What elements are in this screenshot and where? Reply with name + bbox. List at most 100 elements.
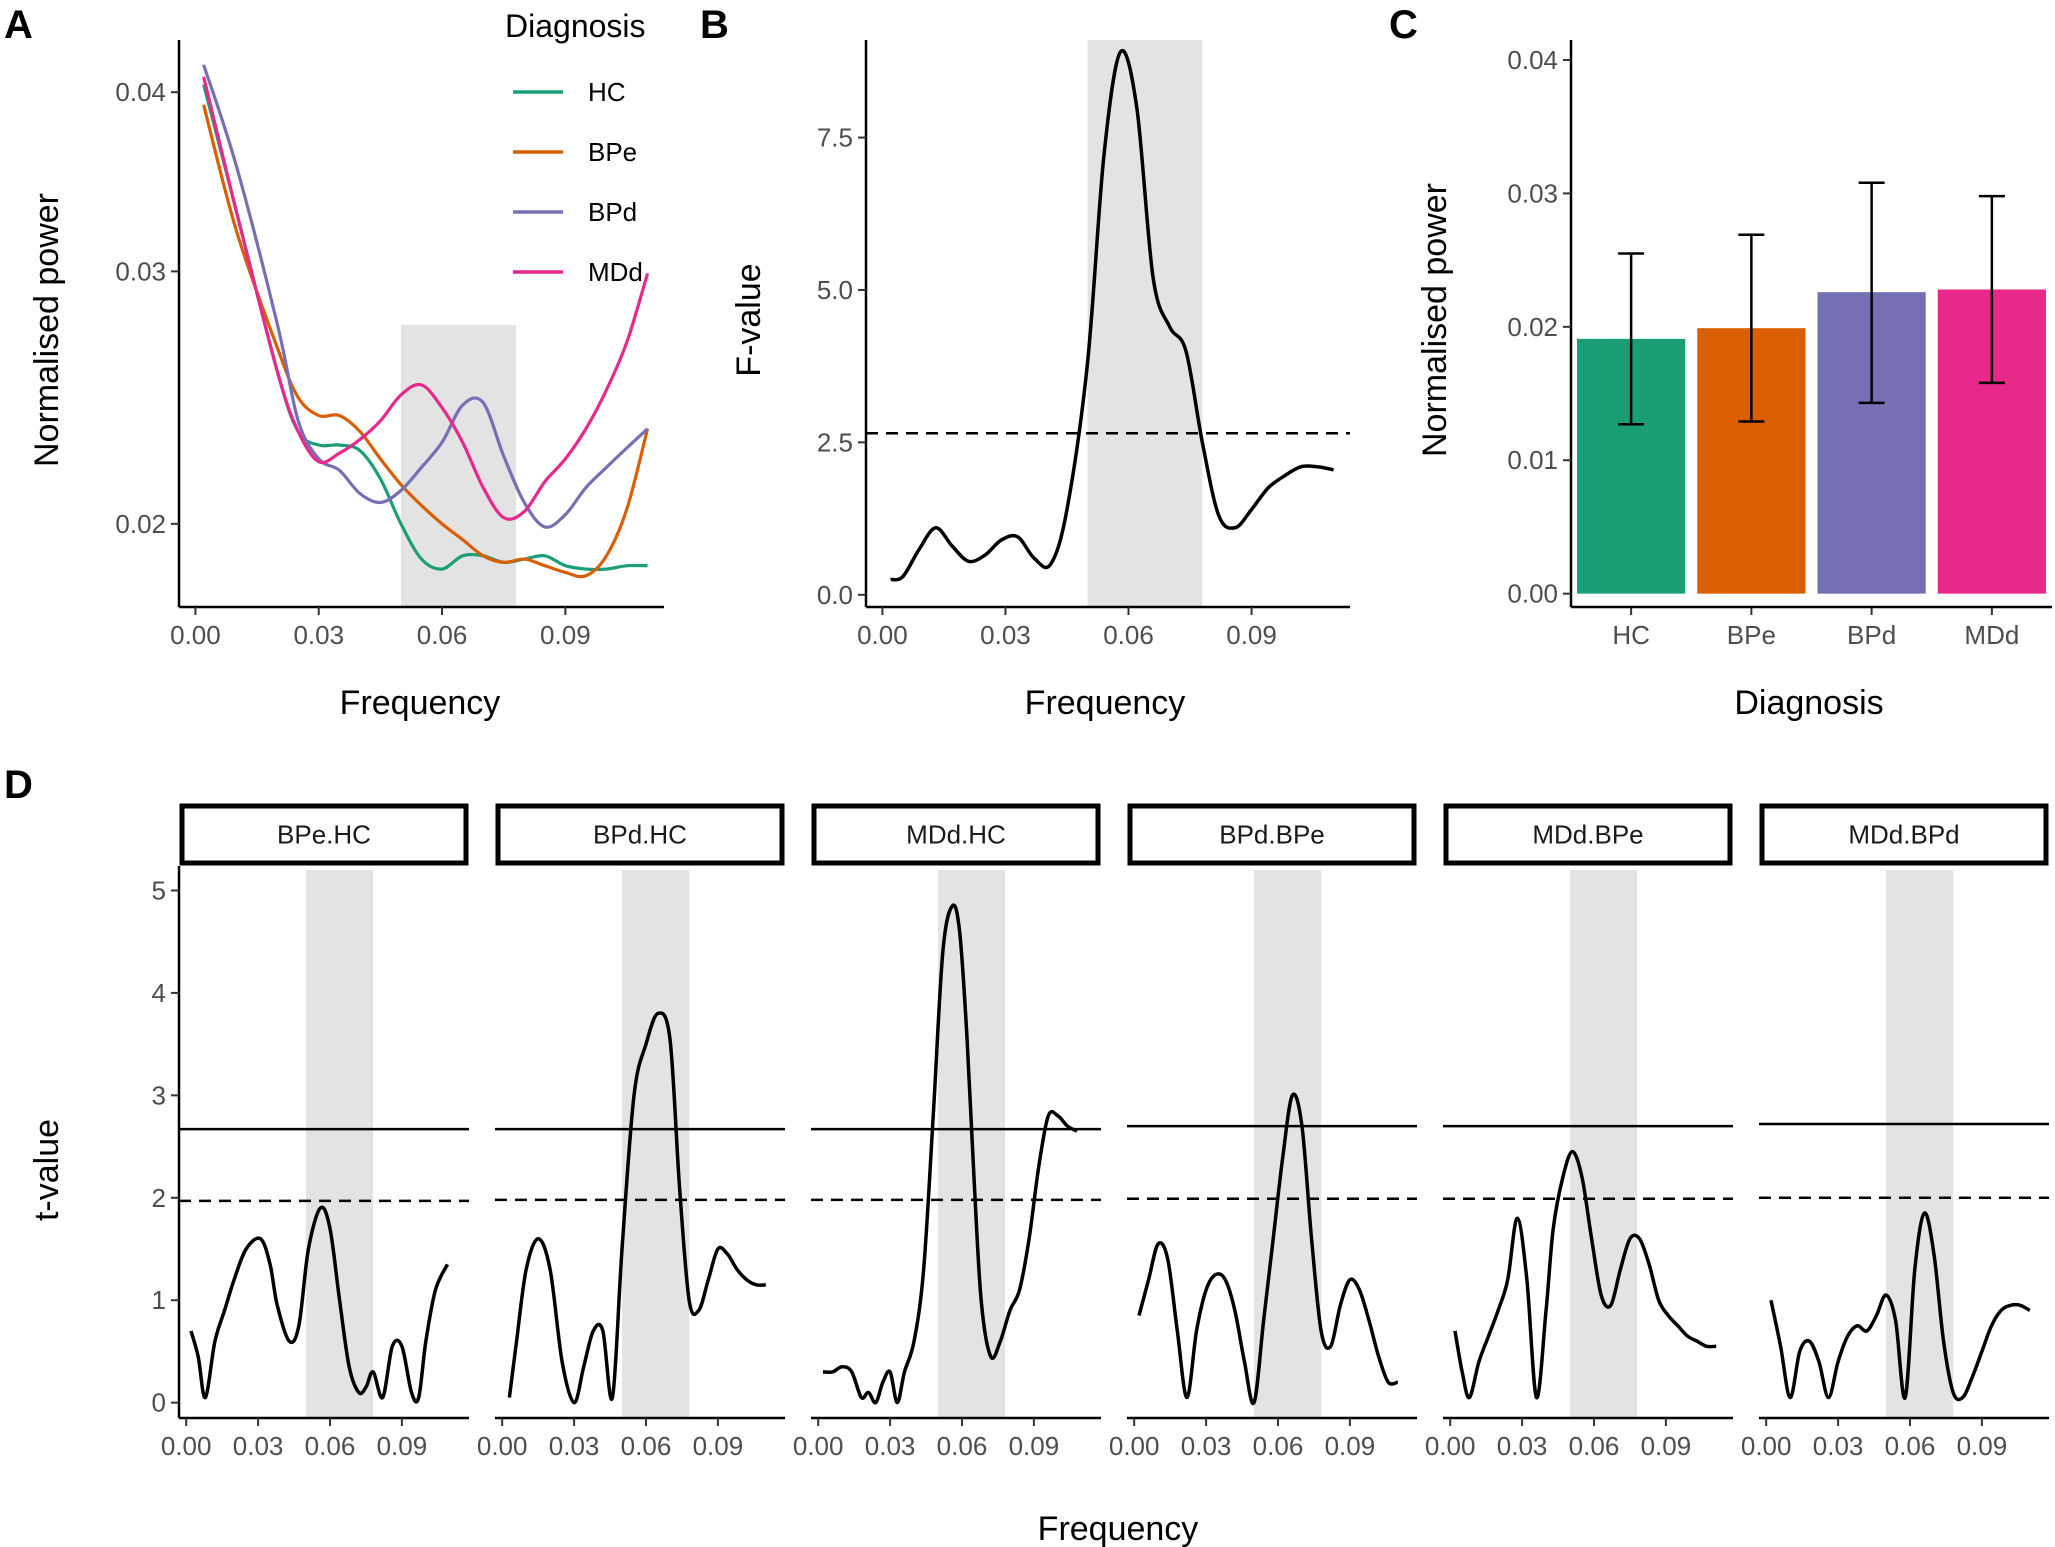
y-tick-label: 7.5 bbox=[817, 123, 853, 153]
y-axis-title: F-value bbox=[730, 263, 768, 376]
highlight-band-rect bbox=[306, 870, 374, 1418]
facet-strip bbox=[811, 803, 1101, 866]
x-tick-label: 0.06 bbox=[621, 1431, 672, 1461]
y-tick-label: 2.5 bbox=[817, 427, 853, 457]
x-tick-label: 0.03 bbox=[549, 1431, 600, 1461]
x-tick-label: 0.06 bbox=[1253, 1431, 1304, 1461]
y-tick-label: 5.0 bbox=[817, 275, 853, 305]
x-axis-title: Frequency bbox=[340, 684, 501, 722]
panel-letter-c: C bbox=[1389, 3, 1418, 47]
y-tick-label: 0.01 bbox=[1507, 445, 1558, 475]
x-tick-label: 0.00 bbox=[1109, 1431, 1160, 1461]
y-tick-label: 0.02 bbox=[115, 509, 166, 539]
y-tick-label: 1 bbox=[152, 1285, 166, 1315]
facet-strip-label: MDd.BPe bbox=[1532, 820, 1643, 850]
x-tick-label: 0.03 bbox=[1497, 1431, 1548, 1461]
axes: HC BPe BPd MDd 0.00 0.01 0.02 0.03 0.04 bbox=[1507, 40, 2052, 650]
y-tick-label: 2 bbox=[152, 1183, 166, 1213]
highlight-band-rect bbox=[622, 870, 690, 1418]
x-tick-label: 0.06 bbox=[417, 620, 468, 650]
facet-strip-label: MDd.BPd bbox=[1848, 820, 1959, 850]
x-tick-label: 0.06 bbox=[305, 1431, 356, 1461]
facet-strip bbox=[1127, 803, 1417, 866]
facet-mdd-bpe: MDd.BPe 0.00 0.03 0.06 0.09 bbox=[1425, 803, 1733, 1461]
t-value-line bbox=[1453, 1149, 1717, 1400]
x-tick-label: 0.00 bbox=[477, 1431, 528, 1461]
y-tick-label: 0.00 bbox=[1507, 579, 1558, 609]
legend-label-bpd: BPd bbox=[588, 197, 637, 227]
legend-label-hc: HC bbox=[588, 77, 626, 107]
facets: BPe.HC 0.00 0.03 0.06 0.09 0 1 2 3 4 5 BPd.HC 0.00 0.… bbox=[152, 803, 2049, 1461]
panel-a: A 0.00 0.03 0.06 0.09 0.02 0.03 0.04 Frequency… bbox=[4, 3, 664, 722]
axes: 0.00 0.03 0.06 0.09 0.0 2.5 5.0 7.5 bbox=[817, 40, 1350, 650]
bars bbox=[1577, 181, 2046, 594]
facet-bpe-hc: BPe.HC 0.00 0.03 0.06 0.09 0 1 2 3 4 5 bbox=[152, 803, 469, 1461]
x-tick-label: 0.00 bbox=[1741, 1431, 1792, 1461]
y-tick-label: 5 bbox=[152, 875, 166, 905]
facet-strip bbox=[1443, 803, 1733, 866]
facet-strip bbox=[1759, 803, 2049, 866]
x-tick-label: 0.03 bbox=[293, 620, 344, 650]
x-axis-title: Frequency bbox=[1025, 684, 1186, 722]
facet-mdd-bpd: MDd.BPd 0.00 0.03 0.06 0.09 bbox=[1741, 803, 2049, 1461]
facet-bpd-hc: BPd.HC 0.00 0.03 0.06 0.09 bbox=[477, 803, 785, 1461]
x-tick-label: 0.09 bbox=[1226, 620, 1277, 650]
x-tick-label: 0.03 bbox=[1181, 1431, 1232, 1461]
x-axis-title: Frequency bbox=[1038, 1510, 1199, 1547]
x-tick-label: 0.00 bbox=[793, 1431, 844, 1461]
facet-strip bbox=[179, 803, 469, 866]
series-line-mdd bbox=[202, 76, 650, 521]
y-tick-label: 0 bbox=[152, 1388, 166, 1418]
legend-label-mdd: MDd bbox=[588, 257, 643, 287]
x-tick-label: 0.03 bbox=[233, 1431, 284, 1461]
x-axis-title: Diagnosis bbox=[1734, 684, 1883, 722]
panel-letter-a: A bbox=[4, 3, 33, 47]
x-tick-label: 0.09 bbox=[1641, 1431, 1692, 1461]
y-tick-label: 0.02 bbox=[1507, 312, 1558, 342]
facet-mdd-hc: MDd.HC 0.00 0.03 0.06 0.09 bbox=[793, 803, 1101, 1461]
y-tick-label: 0.0 bbox=[817, 580, 853, 610]
facet-strip-label: BPd.BPe bbox=[1219, 820, 1325, 850]
highlight-band-rect bbox=[400, 325, 517, 607]
x-tick-label: 0.09 bbox=[1009, 1431, 1060, 1461]
x-tick-label: 0.03 bbox=[865, 1431, 916, 1461]
series-line-bpe bbox=[202, 104, 650, 579]
legend: Diagnosis HC BPe BPd MDd bbox=[505, 8, 646, 287]
x-tick-label: 0.09 bbox=[1325, 1431, 1376, 1461]
x-tick-label: 0.06 bbox=[1885, 1431, 1936, 1461]
axes: 0.00 0.03 0.06 0.09 0.02 0.03 0.04 bbox=[115, 40, 664, 650]
facet-strip-label: BPe.HC bbox=[277, 820, 371, 850]
f-value-line bbox=[890, 48, 1334, 582]
panel-b: B 0.00 0.03 0.06 0.09 0.0 2.5 5.0 7.5 Frequency… bbox=[700, 3, 1350, 722]
highlight-band bbox=[400, 325, 517, 607]
x-tick-label: 0.09 bbox=[540, 620, 591, 650]
x-tick-label: HC bbox=[1612, 620, 1650, 650]
x-tick-label: BPd bbox=[1847, 620, 1896, 650]
y-tick-label: 3 bbox=[152, 1080, 166, 1110]
x-tick-label: BPe bbox=[1727, 620, 1776, 650]
series-lines bbox=[202, 64, 650, 579]
x-tick-label: 0.00 bbox=[1425, 1431, 1476, 1461]
x-tick-label: 0.03 bbox=[1813, 1431, 1864, 1461]
x-tick-label: 0.09 bbox=[693, 1431, 744, 1461]
x-tick-label: 0.00 bbox=[170, 620, 221, 650]
y-tick-label: 0.04 bbox=[115, 77, 166, 107]
y-tick-label: 0.04 bbox=[1507, 45, 1558, 75]
x-tick-label: 0.06 bbox=[1569, 1431, 1620, 1461]
series-line-bpd bbox=[202, 64, 649, 529]
panel-letter-b: B bbox=[700, 3, 729, 47]
x-tick-label: 0.00 bbox=[857, 620, 908, 650]
panel-c: C HC BPe BPd MDd 0.00 0.01 0.02 0.03 0.04 Diagno… bbox=[1389, 3, 2052, 722]
y-tick-label: 4 bbox=[152, 978, 166, 1008]
x-tick-label: 0.03 bbox=[980, 620, 1031, 650]
x-tick-label: 0.06 bbox=[937, 1431, 988, 1461]
panel-d: D BPe.HC 0.00 0.03 0.06 0.09 0 1 2 3 4 5 BPd.HC 0.00… bbox=[4, 763, 2049, 1547]
highlight-band bbox=[1087, 40, 1203, 607]
panel-letter-d: D bbox=[4, 763, 33, 807]
x-tick-label: 0.09 bbox=[377, 1431, 428, 1461]
y-axis-title: Normalised power bbox=[28, 193, 66, 467]
t-value-line bbox=[822, 903, 1078, 1405]
x-tick-label: 0.09 bbox=[1957, 1431, 2008, 1461]
series-lines bbox=[866, 48, 1350, 582]
